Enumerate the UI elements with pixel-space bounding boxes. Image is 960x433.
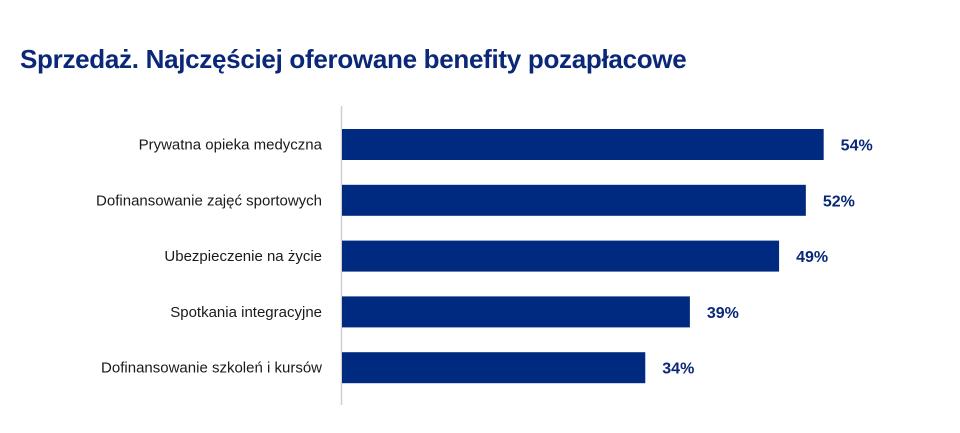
category-label: Ubezpieczenie na życie	[164, 248, 322, 265]
bar	[342, 184, 806, 216]
bar	[342, 352, 646, 384]
chart-title: Sprzedaż. Najczęściej oferowane benefity…	[20, 44, 687, 74]
category-label: Dofinansowanie szkoleń i kursów	[101, 360, 322, 377]
category-label: Prywatna opieka medyczna	[139, 137, 323, 154]
data-label: 54%	[841, 138, 873, 155]
data-label: 34%	[662, 361, 694, 378]
category-label: Dofinansowanie zajęć sportowych	[96, 192, 322, 209]
data-label: 39%	[707, 305, 739, 322]
bar	[342, 240, 780, 272]
category-label: Spotkania integracyjne	[170, 304, 322, 321]
bar	[342, 129, 824, 160]
data-label: 49%	[796, 249, 828, 266]
data-label: 52%	[823, 193, 855, 210]
bar	[342, 296, 690, 328]
